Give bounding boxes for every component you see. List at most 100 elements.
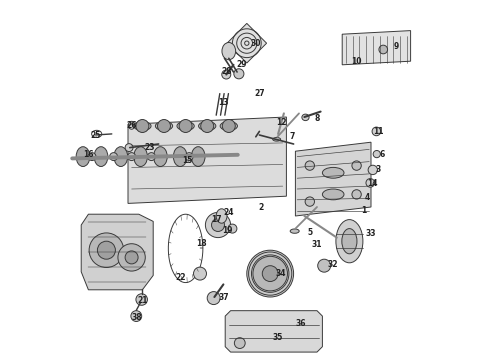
- Ellipse shape: [134, 147, 147, 166]
- Circle shape: [247, 250, 294, 297]
- Ellipse shape: [173, 147, 187, 166]
- Polygon shape: [128, 117, 286, 203]
- Ellipse shape: [127, 153, 136, 161]
- Text: 8: 8: [314, 114, 319, 123]
- Circle shape: [305, 197, 315, 206]
- Text: 21: 21: [137, 296, 147, 305]
- Text: 27: 27: [254, 89, 265, 98]
- Text: 33: 33: [366, 230, 376, 239]
- Text: 9: 9: [393, 42, 399, 51]
- Ellipse shape: [88, 153, 96, 161]
- Text: 31: 31: [312, 240, 322, 249]
- Text: 7: 7: [289, 132, 294, 141]
- Text: 6: 6: [379, 150, 385, 159]
- Circle shape: [379, 45, 388, 54]
- Ellipse shape: [110, 153, 118, 161]
- Circle shape: [352, 161, 361, 170]
- Ellipse shape: [114, 147, 127, 166]
- Text: 16: 16: [83, 150, 94, 159]
- Circle shape: [118, 244, 145, 271]
- Ellipse shape: [155, 122, 172, 130]
- Text: 26: 26: [126, 122, 137, 130]
- Circle shape: [179, 120, 192, 132]
- Ellipse shape: [220, 122, 238, 130]
- Ellipse shape: [147, 153, 155, 161]
- Circle shape: [207, 292, 220, 305]
- Text: 22: 22: [175, 273, 185, 282]
- Circle shape: [262, 266, 278, 282]
- Text: 5: 5: [307, 228, 312, 237]
- Polygon shape: [227, 23, 267, 63]
- Ellipse shape: [228, 224, 237, 233]
- Circle shape: [366, 179, 374, 187]
- Ellipse shape: [290, 229, 299, 233]
- Polygon shape: [225, 311, 322, 352]
- Text: 18: 18: [196, 238, 207, 248]
- Text: 3: 3: [375, 165, 381, 174]
- Text: 10: 10: [351, 57, 362, 66]
- Text: 30: 30: [250, 39, 261, 48]
- Text: 14: 14: [368, 179, 378, 188]
- Ellipse shape: [302, 114, 309, 121]
- Text: 17: 17: [211, 215, 221, 224]
- Text: 24: 24: [223, 208, 234, 217]
- Text: 38: 38: [132, 313, 142, 322]
- Text: 1: 1: [361, 206, 367, 215]
- Ellipse shape: [94, 147, 108, 166]
- Circle shape: [352, 190, 361, 199]
- Circle shape: [234, 338, 245, 348]
- Ellipse shape: [192, 147, 205, 166]
- Circle shape: [373, 150, 380, 158]
- Text: 28: 28: [221, 68, 232, 77]
- Circle shape: [318, 259, 331, 272]
- Ellipse shape: [322, 167, 344, 178]
- Ellipse shape: [198, 122, 216, 130]
- Text: 32: 32: [328, 260, 339, 269]
- Text: 34: 34: [276, 269, 286, 278]
- Ellipse shape: [125, 144, 133, 152]
- Circle shape: [253, 256, 288, 291]
- Circle shape: [125, 251, 138, 264]
- Text: 11: 11: [373, 127, 384, 136]
- Text: 4: 4: [365, 194, 370, 202]
- Circle shape: [131, 311, 142, 321]
- Text: 2: 2: [259, 202, 264, 211]
- Text: 19: 19: [222, 226, 232, 235]
- Ellipse shape: [322, 189, 344, 200]
- Polygon shape: [81, 214, 153, 290]
- Text: 25: 25: [91, 130, 101, 139]
- Ellipse shape: [273, 138, 281, 141]
- Text: 13: 13: [218, 98, 229, 107]
- Text: 15: 15: [182, 156, 193, 165]
- Ellipse shape: [234, 69, 244, 79]
- Ellipse shape: [216, 209, 227, 223]
- Circle shape: [136, 294, 147, 305]
- Circle shape: [368, 165, 377, 175]
- Text: 23: 23: [145, 143, 155, 152]
- Ellipse shape: [153, 147, 167, 166]
- Ellipse shape: [336, 220, 363, 263]
- Circle shape: [194, 267, 206, 280]
- Ellipse shape: [342, 229, 357, 254]
- Polygon shape: [295, 142, 371, 216]
- Polygon shape: [342, 31, 411, 65]
- Circle shape: [201, 120, 214, 132]
- Circle shape: [372, 127, 381, 136]
- Circle shape: [157, 120, 171, 132]
- Circle shape: [136, 120, 149, 132]
- Circle shape: [305, 161, 315, 170]
- Text: 36: 36: [295, 320, 306, 328]
- Text: 12: 12: [276, 118, 286, 127]
- Circle shape: [212, 219, 224, 231]
- Circle shape: [205, 212, 231, 238]
- Ellipse shape: [177, 122, 194, 130]
- Ellipse shape: [222, 42, 236, 60]
- Text: 35: 35: [272, 333, 283, 342]
- Ellipse shape: [222, 70, 231, 79]
- Text: 29: 29: [236, 60, 246, 69]
- Circle shape: [222, 120, 235, 132]
- Circle shape: [89, 233, 123, 267]
- Ellipse shape: [185, 153, 193, 161]
- Circle shape: [98, 241, 116, 259]
- Ellipse shape: [76, 147, 90, 166]
